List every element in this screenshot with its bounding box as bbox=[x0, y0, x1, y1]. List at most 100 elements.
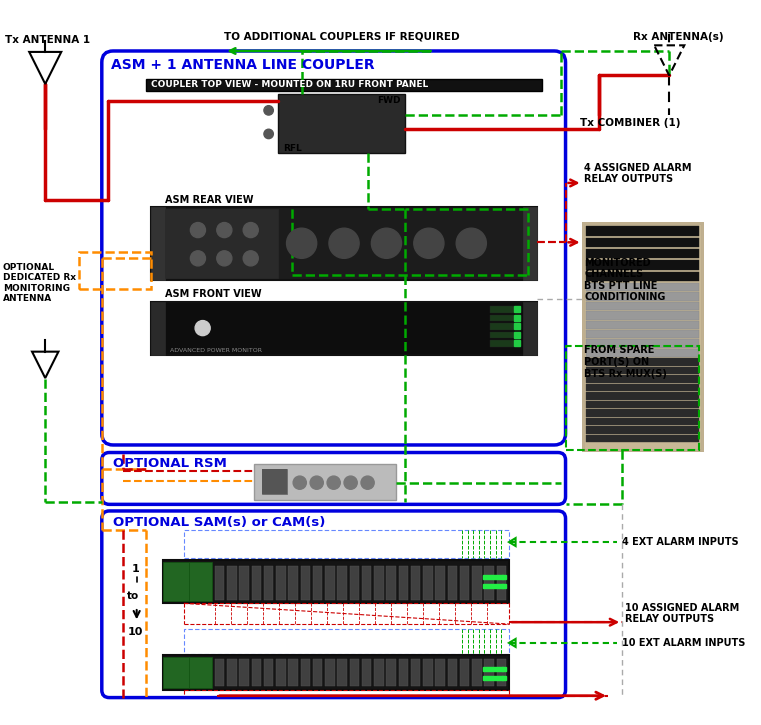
Bar bbox=[325, 659, 335, 687]
Bar bbox=[288, 659, 298, 687]
Bar bbox=[313, 566, 323, 600]
Text: 1: 1 bbox=[132, 564, 140, 574]
Bar bbox=[228, 566, 237, 600]
Circle shape bbox=[190, 223, 205, 238]
Circle shape bbox=[293, 476, 307, 489]
Circle shape bbox=[287, 228, 317, 258]
Bar bbox=[362, 566, 371, 600]
Text: 10 ASSIGNED ALARM
RELAY OUTPUTS: 10 ASSIGNED ALARM RELAY OUTPUTS bbox=[625, 603, 739, 624]
Bar bbox=[586, 426, 699, 434]
Bar bbox=[586, 283, 699, 291]
Bar bbox=[264, 659, 273, 687]
Bar bbox=[586, 358, 699, 366]
Bar bbox=[490, 332, 514, 339]
Text: ASM REAR VIEW: ASM REAR VIEW bbox=[165, 195, 253, 205]
Bar bbox=[350, 659, 359, 687]
Bar bbox=[240, 659, 249, 687]
Bar bbox=[337, 659, 347, 687]
Bar bbox=[473, 566, 482, 600]
Circle shape bbox=[329, 228, 359, 258]
Bar bbox=[374, 659, 384, 687]
Bar bbox=[399, 566, 408, 600]
Bar bbox=[490, 307, 514, 313]
Bar bbox=[252, 659, 261, 687]
Bar bbox=[586, 384, 699, 392]
Bar bbox=[490, 323, 514, 330]
Text: OPTIONAL RSM: OPTIONAL RSM bbox=[113, 457, 227, 471]
Bar bbox=[288, 566, 298, 600]
Bar bbox=[189, 562, 212, 602]
Text: OPTIONAL SAM(s) or CAM(s): OPTIONAL SAM(s) or CAM(s) bbox=[113, 515, 326, 529]
Circle shape bbox=[190, 251, 205, 266]
Bar bbox=[411, 566, 420, 600]
Bar bbox=[435, 566, 445, 600]
Text: to: to bbox=[127, 591, 139, 601]
Text: TO ADDITIONAL COUPLERS IF REQUIRED: TO ADDITIONAL COUPLERS IF REQUIRED bbox=[224, 32, 460, 42]
Bar bbox=[586, 302, 699, 310]
Bar bbox=[215, 566, 224, 600]
Bar bbox=[165, 210, 278, 278]
Bar bbox=[184, 530, 509, 558]
Circle shape bbox=[244, 223, 258, 238]
Text: 10 EXT ALARM INPUTS: 10 EXT ALARM INPUTS bbox=[622, 638, 746, 648]
Bar bbox=[387, 566, 396, 600]
Bar bbox=[399, 659, 408, 687]
Circle shape bbox=[371, 228, 402, 258]
Text: ASM FRONT VIEW: ASM FRONT VIEW bbox=[165, 289, 262, 299]
Circle shape bbox=[361, 476, 374, 489]
Bar bbox=[362, 659, 371, 687]
Bar bbox=[254, 464, 396, 500]
Text: RFL: RFL bbox=[283, 144, 301, 152]
Bar bbox=[586, 272, 699, 281]
Bar bbox=[184, 629, 509, 654]
Bar bbox=[586, 434, 699, 442]
Bar bbox=[215, 659, 224, 687]
Circle shape bbox=[264, 106, 273, 115]
Bar bbox=[586, 418, 699, 425]
Bar bbox=[447, 659, 457, 687]
Bar bbox=[586, 339, 699, 348]
Bar bbox=[146, 79, 542, 91]
Bar bbox=[497, 566, 506, 600]
Bar bbox=[301, 566, 310, 600]
Bar bbox=[582, 223, 702, 450]
Circle shape bbox=[414, 228, 444, 258]
Bar bbox=[264, 566, 273, 600]
Bar bbox=[485, 566, 494, 600]
Text: COUPLER TOP VIEW - MOUNTED ON 1RU FRONT PANEL: COUPLER TOP VIEW - MOUNTED ON 1RU FRONT … bbox=[151, 80, 428, 89]
Bar bbox=[586, 401, 699, 408]
Text: FWD: FWD bbox=[377, 96, 400, 105]
Circle shape bbox=[327, 476, 340, 489]
Bar bbox=[240, 566, 249, 600]
Text: OPTIONAL
DEDICATED Rx
MONITORING
ANTENNA: OPTIONAL DEDICATED Rx MONITORING ANTENNA bbox=[3, 262, 76, 303]
Bar bbox=[586, 320, 699, 329]
Text: MONITORED
CHANNELS
BTS PTT LINE
CONDITIONING: MONITORED CHANNELS BTS PTT LINE CONDITIO… bbox=[584, 257, 666, 302]
Bar bbox=[163, 657, 189, 688]
Bar bbox=[163, 562, 189, 602]
Bar bbox=[523, 302, 537, 355]
Bar bbox=[586, 292, 699, 301]
Bar bbox=[189, 657, 212, 688]
Bar bbox=[586, 238, 699, 247]
Bar bbox=[582, 223, 702, 450]
Bar bbox=[423, 659, 433, 687]
Text: FROM SPARE
PORT(S) ON
BTS Rx MUX(S): FROM SPARE PORT(S) ON BTS Rx MUX(S) bbox=[584, 345, 667, 378]
Text: Tx COMBINER (1): Tx COMBINER (1) bbox=[580, 117, 680, 128]
Circle shape bbox=[244, 251, 258, 266]
Bar bbox=[276, 566, 285, 600]
Bar bbox=[151, 207, 165, 280]
Bar bbox=[586, 392, 699, 399]
Text: ADVANCED POWER MONITOR: ADVANCED POWER MONITOR bbox=[170, 348, 262, 353]
Text: ASM + 1 ANTENNA LINE COUPLER: ASM + 1 ANTENNA LINE COUPLER bbox=[111, 58, 375, 72]
Bar bbox=[151, 302, 537, 355]
Text: Rx ANTENNA(s): Rx ANTENNA(s) bbox=[633, 32, 724, 42]
Circle shape bbox=[217, 223, 232, 238]
Bar bbox=[586, 260, 699, 270]
Bar bbox=[228, 659, 237, 687]
Bar bbox=[586, 367, 699, 374]
Bar bbox=[435, 659, 445, 687]
Bar bbox=[262, 470, 288, 494]
Bar bbox=[374, 566, 384, 600]
Bar bbox=[163, 560, 509, 603]
Bar bbox=[163, 655, 509, 690]
